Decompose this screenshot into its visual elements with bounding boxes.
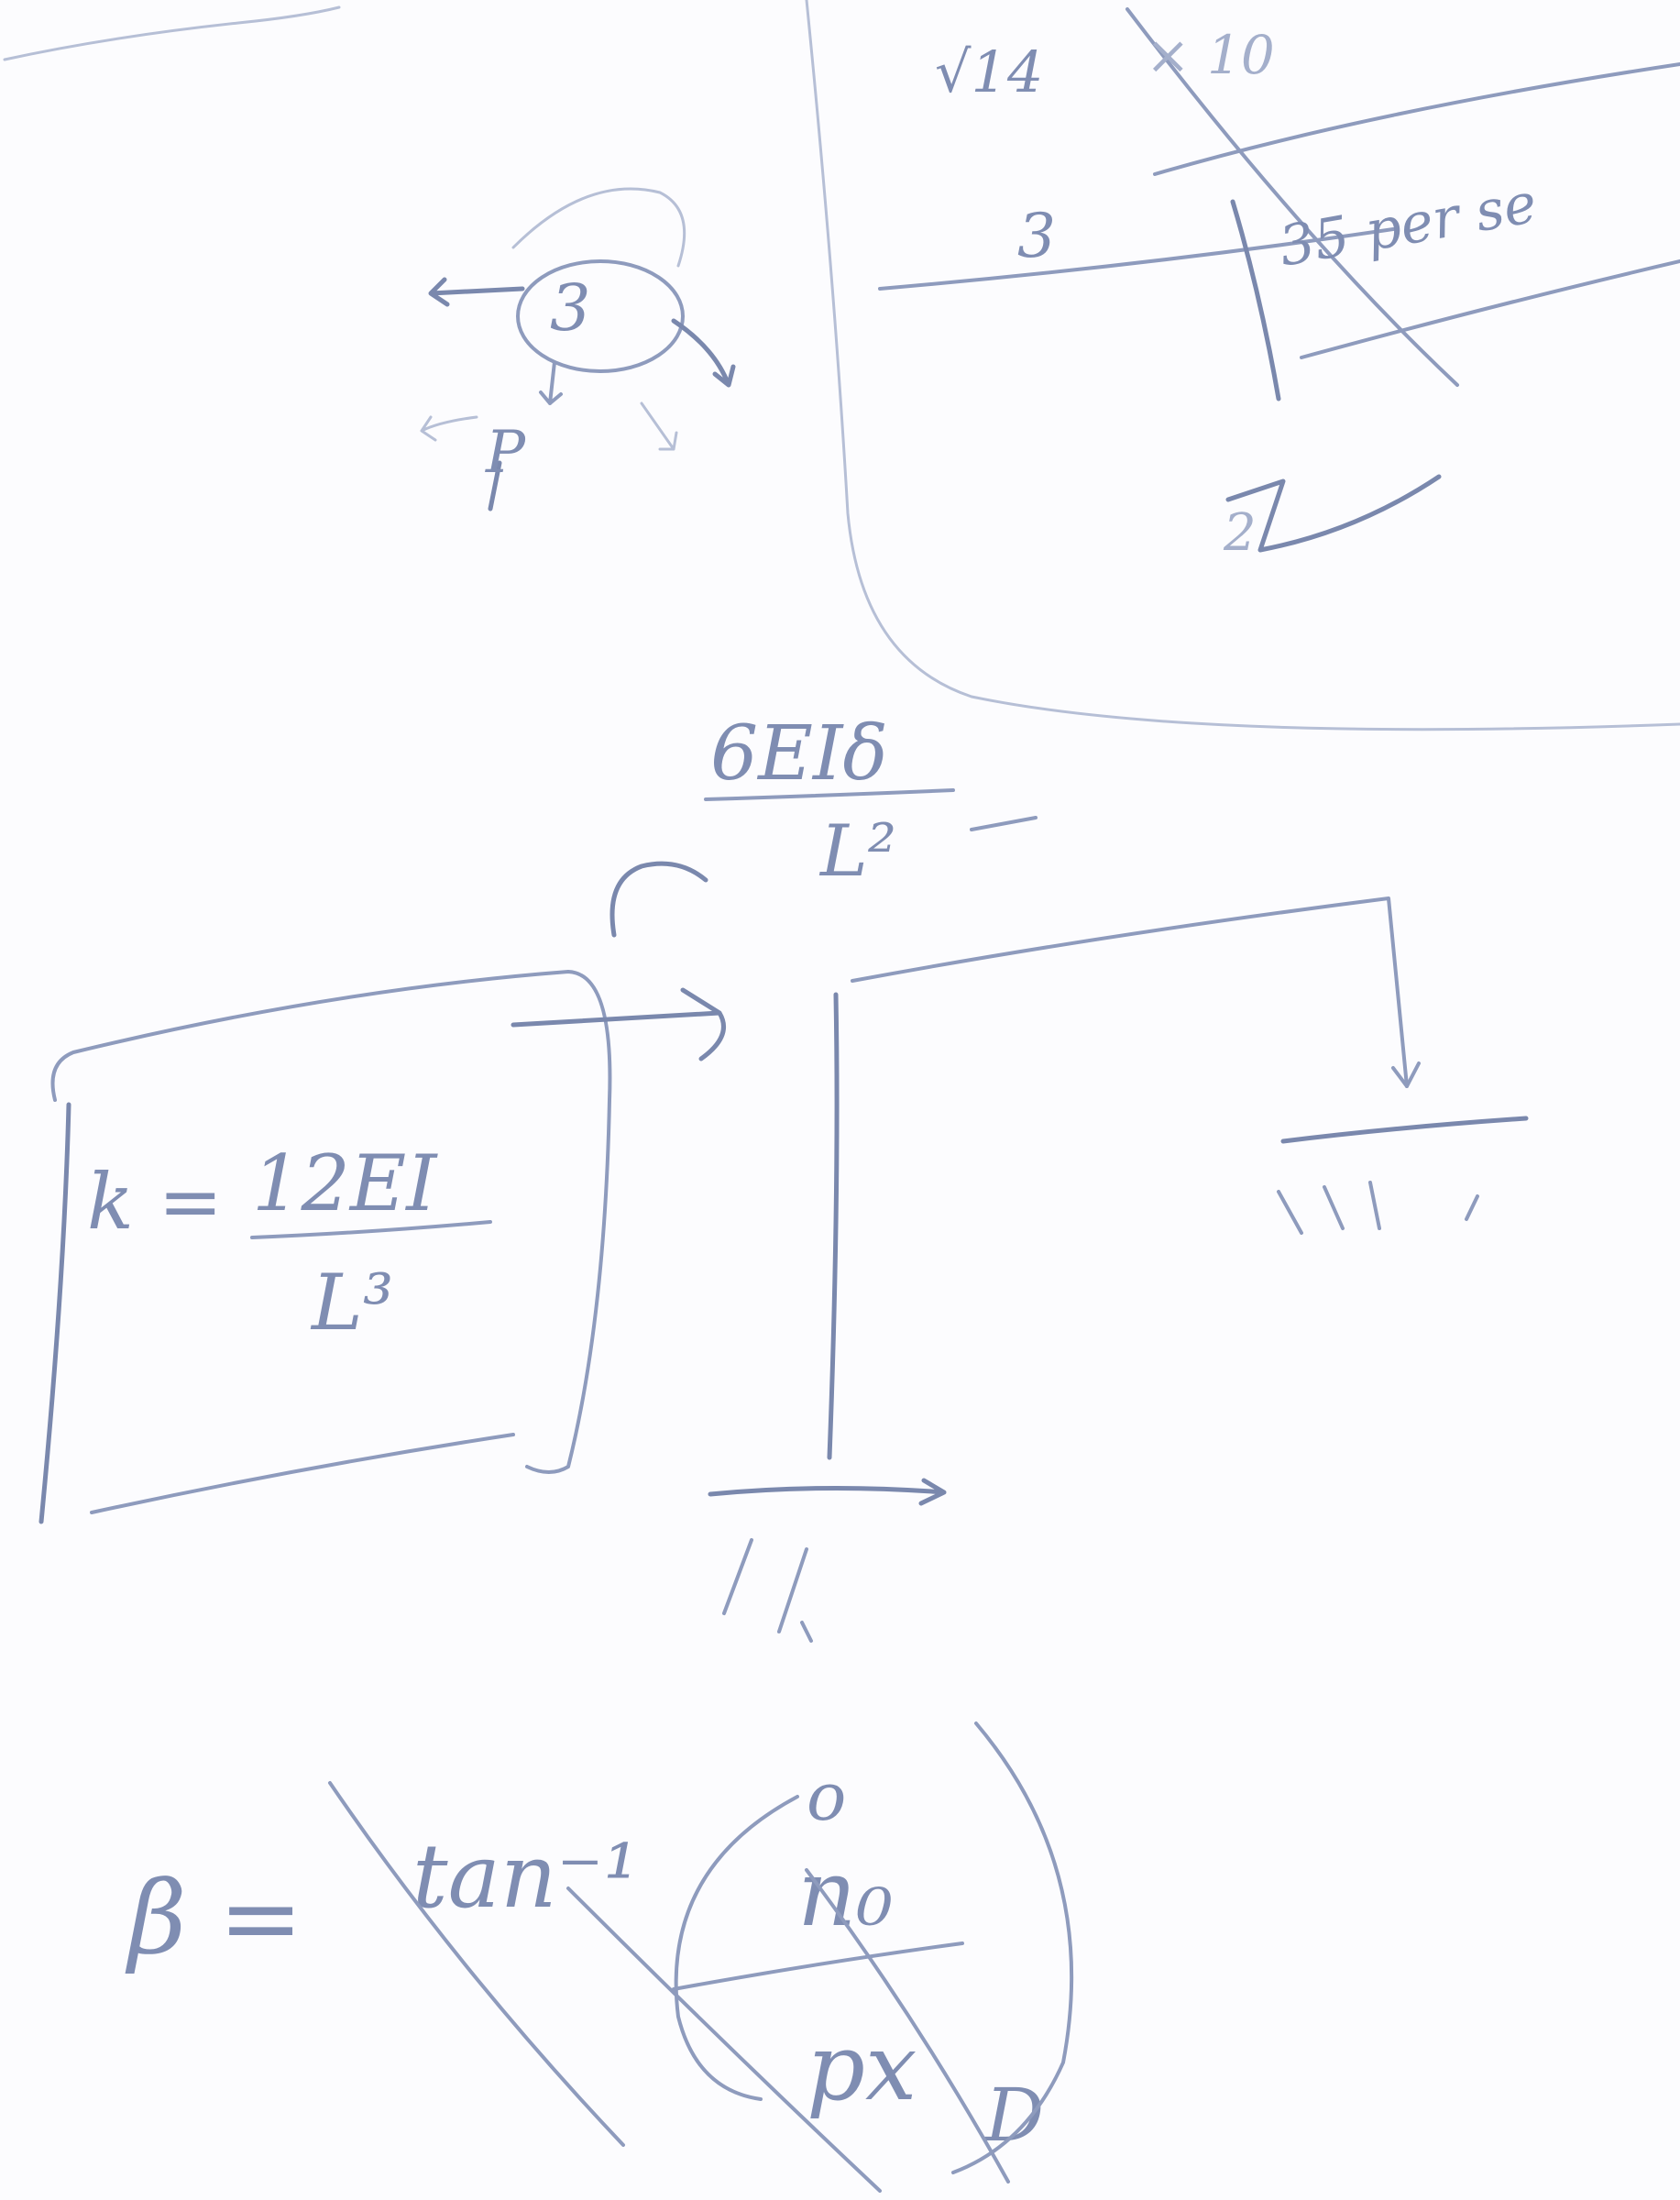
top-right-notes: √14 × 10 3 35 per se 2 bbox=[805, 0, 1680, 732]
right-support-hatch bbox=[1277, 1181, 1479, 1235]
angle-lhs: β = bbox=[125, 1859, 303, 1976]
beam-end-arrowhead bbox=[1391, 1062, 1421, 1088]
sketch-arrow-right-down bbox=[671, 318, 736, 388]
angle-formula: β = tan⁻¹ o n₀ px D bbox=[125, 1722, 1074, 2193]
notes-vertical-stroke bbox=[1230, 199, 1281, 402]
notes-boundary-curve bbox=[805, 0, 1680, 732]
right-support-line bbox=[1280, 1116, 1529, 1144]
moment-expression: 6EIδ L² bbox=[609, 710, 1038, 938]
notes-sweep-line-3 bbox=[1300, 259, 1680, 359]
angle-numerator-mark: o bbox=[807, 1758, 846, 1835]
angle-denominator: px bbox=[807, 2014, 917, 2121]
angle-open-paren bbox=[674, 1795, 799, 2101]
stiffness-lhs: k = bbox=[87, 1157, 223, 1247]
angle-strike-2 bbox=[805, 1868, 1010, 2184]
sketch-lower-label: P bbox=[485, 419, 526, 487]
stiffness-numerator: 12EI bbox=[252, 1138, 438, 1228]
notes-zigzag bbox=[1225, 474, 1442, 553]
moment-fraction-bar bbox=[704, 788, 955, 801]
base-support-line bbox=[708, 1478, 947, 1506]
moment-numerator: 6EIδ bbox=[710, 710, 888, 798]
notes-line2-right: 35 per se bbox=[1274, 171, 1541, 280]
notes-strike-diagonal bbox=[1125, 7, 1459, 387]
sketch-arrow-down-left bbox=[539, 360, 563, 405]
moment-curl-arrow bbox=[609, 861, 708, 938]
notes-line3: 2 bbox=[1223, 503, 1257, 563]
angle-strike-1 bbox=[328, 1781, 625, 2147]
angle-denominator-mark: D bbox=[983, 2073, 1044, 2158]
notes-sweep-line-2 bbox=[878, 227, 1395, 291]
stiffness-box: k = 12EI L³ bbox=[38, 970, 612, 1524]
angle-function: tan⁻¹ bbox=[412, 1825, 639, 1928]
frame-beam bbox=[851, 896, 1409, 1088]
angle-strike-3 bbox=[566, 1886, 882, 2193]
stiffness-box-bottom bbox=[90, 1433, 515, 1514]
moment-denominator: L² bbox=[818, 810, 896, 893]
lateral-load-arrow bbox=[511, 987, 726, 1062]
stiffness-denominator: L³ bbox=[310, 1258, 393, 1348]
stiffness-box-left-side bbox=[38, 1102, 71, 1524]
sketch-arrow-down-right bbox=[640, 402, 678, 451]
sketch-arrow-left bbox=[428, 277, 525, 307]
frame-column bbox=[827, 992, 840, 1460]
frame-sketch bbox=[511, 896, 1529, 1643]
stiffness-box-outline bbox=[50, 970, 612, 1474]
sketch-arrow-lower-left bbox=[420, 415, 478, 442]
stiffness-fraction-bar bbox=[250, 1220, 492, 1239]
notes-line2-left: 3 bbox=[1017, 201, 1056, 271]
notes-sweep-line-1 bbox=[1153, 62, 1680, 176]
sketch-circle bbox=[516, 259, 685, 373]
moment-tail-stroke bbox=[970, 816, 1038, 831]
angle-fraction-bar bbox=[672, 1942, 964, 1991]
base-support-hatch bbox=[722, 1538, 813, 1643]
top-left-scribble bbox=[3, 6, 341, 61]
angle-numerator: n₀ bbox=[797, 1840, 894, 1947]
sketch-load-stroke bbox=[488, 460, 502, 512]
sketch-arc-top bbox=[511, 187, 686, 268]
notes-line1-right: × 10 bbox=[1146, 24, 1275, 86]
angle-close-arc bbox=[951, 1722, 1074, 2174]
notes-line1-left: √14 bbox=[935, 38, 1043, 105]
sketch-center-label: 3 bbox=[550, 270, 591, 346]
top-left-sketch: 3 P bbox=[420, 187, 736, 512]
